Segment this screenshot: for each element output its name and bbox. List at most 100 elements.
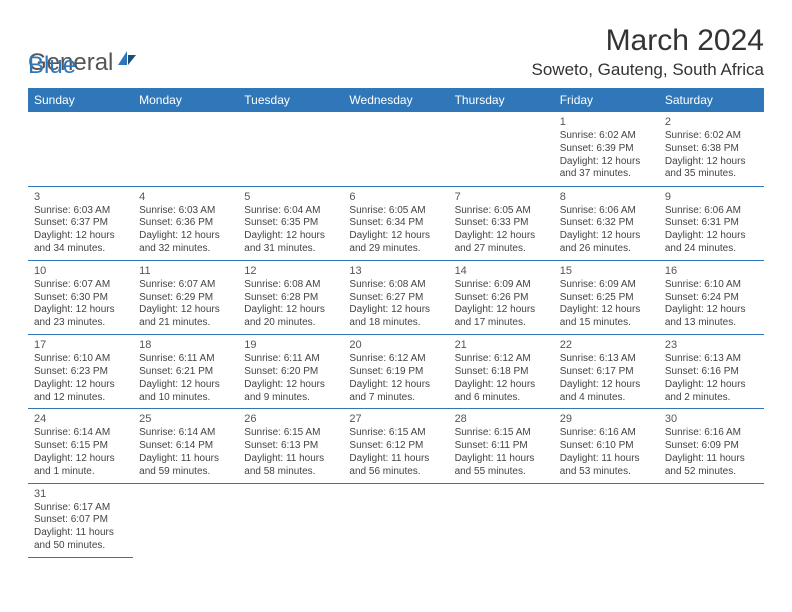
sunrise-line: Sunrise: 6:08 AM bbox=[244, 279, 337, 292]
sunrise-line: Sunrise: 6:15 AM bbox=[455, 427, 548, 440]
calendar-row: 24Sunrise: 6:14 AMSunset: 6:15 PMDayligh… bbox=[28, 409, 764, 483]
sunrise-line: Sunrise: 6:07 AM bbox=[34, 279, 127, 292]
sunset-line: Sunset: 6:30 PM bbox=[34, 292, 127, 305]
day-number: 6 bbox=[349, 190, 442, 204]
daylight-line: Daylight: 12 hours and 31 minutes. bbox=[244, 230, 337, 256]
sunrise-line: Sunrise: 6:03 AM bbox=[139, 205, 232, 218]
sunset-line: Sunset: 6:23 PM bbox=[34, 366, 127, 379]
month-title: March 2024 bbox=[532, 24, 764, 58]
calendar-cell: 21Sunrise: 6:12 AMSunset: 6:18 PMDayligh… bbox=[449, 335, 554, 409]
sunset-line: Sunset: 6:14 PM bbox=[139, 440, 232, 453]
sunrise-line: Sunrise: 6:11 AM bbox=[244, 353, 337, 366]
daylight-line: Daylight: 12 hours and 29 minutes. bbox=[349, 230, 442, 256]
daylight-line: Daylight: 12 hours and 9 minutes. bbox=[244, 379, 337, 405]
calendar-cell: 29Sunrise: 6:16 AMSunset: 6:10 PMDayligh… bbox=[554, 409, 659, 483]
day-number: 30 bbox=[665, 412, 758, 426]
calendar-cell: 14Sunrise: 6:09 AMSunset: 6:26 PMDayligh… bbox=[449, 260, 554, 334]
day-number: 22 bbox=[560, 338, 653, 352]
calendar-cell: 18Sunrise: 6:11 AMSunset: 6:21 PMDayligh… bbox=[133, 335, 238, 409]
calendar-cell: 19Sunrise: 6:11 AMSunset: 6:20 PMDayligh… bbox=[238, 335, 343, 409]
calendar-cell bbox=[28, 112, 133, 186]
calendar-cell: 31Sunrise: 6:17 AMSunset: 6:07 PMDayligh… bbox=[28, 483, 133, 557]
weekday-header: Sunday bbox=[28, 88, 133, 112]
daylight-line: Daylight: 12 hours and 13 minutes. bbox=[665, 304, 758, 330]
calendar-cell: 3Sunrise: 6:03 AMSunset: 6:37 PMDaylight… bbox=[28, 186, 133, 260]
calendar-cell: 16Sunrise: 6:10 AMSunset: 6:24 PMDayligh… bbox=[659, 260, 764, 334]
sunrise-line: Sunrise: 6:07 AM bbox=[139, 279, 232, 292]
calendar-cell: 25Sunrise: 6:14 AMSunset: 6:14 PMDayligh… bbox=[133, 409, 238, 483]
calendar-cell: 12Sunrise: 6:08 AMSunset: 6:28 PMDayligh… bbox=[238, 260, 343, 334]
sunrise-line: Sunrise: 6:06 AM bbox=[665, 205, 758, 218]
daylight-line: Daylight: 12 hours and 23 minutes. bbox=[34, 304, 127, 330]
weekday-header: Friday bbox=[554, 88, 659, 112]
calendar-cell: 13Sunrise: 6:08 AMSunset: 6:27 PMDayligh… bbox=[343, 260, 448, 334]
day-number: 31 bbox=[34, 487, 127, 501]
calendar-cell: 26Sunrise: 6:15 AMSunset: 6:13 PMDayligh… bbox=[238, 409, 343, 483]
sunrise-line: Sunrise: 6:13 AM bbox=[560, 353, 653, 366]
calendar-cell: 2Sunrise: 6:02 AMSunset: 6:38 PMDaylight… bbox=[659, 112, 764, 186]
sunset-line: Sunset: 6:17 PM bbox=[560, 366, 653, 379]
calendar-cell: 11Sunrise: 6:07 AMSunset: 6:29 PMDayligh… bbox=[133, 260, 238, 334]
calendar-cell: 4Sunrise: 6:03 AMSunset: 6:36 PMDaylight… bbox=[133, 186, 238, 260]
calendar-cell: 23Sunrise: 6:13 AMSunset: 6:16 PMDayligh… bbox=[659, 335, 764, 409]
sunrise-line: Sunrise: 6:16 AM bbox=[560, 427, 653, 440]
weekday-header: Thursday bbox=[449, 88, 554, 112]
sunset-line: Sunset: 6:10 PM bbox=[560, 440, 653, 453]
sail-icon bbox=[116, 46, 138, 74]
sunset-line: Sunset: 6:20 PM bbox=[244, 366, 337, 379]
calendar-cell: 15Sunrise: 6:09 AMSunset: 6:25 PMDayligh… bbox=[554, 260, 659, 334]
sunset-line: Sunset: 6:18 PM bbox=[455, 366, 548, 379]
calendar-cell bbox=[449, 483, 554, 557]
calendar-cell bbox=[659, 483, 764, 557]
day-number: 17 bbox=[34, 338, 127, 352]
day-number: 12 bbox=[244, 264, 337, 278]
calendar-cell: 8Sunrise: 6:06 AMSunset: 6:32 PMDaylight… bbox=[554, 186, 659, 260]
sunrise-line: Sunrise: 6:12 AM bbox=[349, 353, 442, 366]
calendar-table: SundayMondayTuesdayWednesdayThursdayFrid… bbox=[28, 88, 764, 558]
daylight-line: Daylight: 11 hours and 52 minutes. bbox=[665, 453, 758, 479]
daylight-line: Daylight: 11 hours and 53 minutes. bbox=[560, 453, 653, 479]
sunset-line: Sunset: 6:12 PM bbox=[349, 440, 442, 453]
daylight-line: Daylight: 12 hours and 10 minutes. bbox=[139, 379, 232, 405]
calendar-cell: 28Sunrise: 6:15 AMSunset: 6:11 PMDayligh… bbox=[449, 409, 554, 483]
calendar-row: 3Sunrise: 6:03 AMSunset: 6:37 PMDaylight… bbox=[28, 186, 764, 260]
calendar-cell: 5Sunrise: 6:04 AMSunset: 6:35 PMDaylight… bbox=[238, 186, 343, 260]
sunset-line: Sunset: 6:07 PM bbox=[34, 514, 127, 527]
sunrise-line: Sunrise: 6:10 AM bbox=[665, 279, 758, 292]
day-number: 19 bbox=[244, 338, 337, 352]
day-number: 2 bbox=[665, 115, 758, 129]
daylight-line: Daylight: 12 hours and 1 minute. bbox=[34, 453, 127, 479]
sunrise-line: Sunrise: 6:08 AM bbox=[349, 279, 442, 292]
calendar-cell: 1Sunrise: 6:02 AMSunset: 6:39 PMDaylight… bbox=[554, 112, 659, 186]
sunrise-line: Sunrise: 6:15 AM bbox=[349, 427, 442, 440]
sunset-line: Sunset: 6:33 PM bbox=[455, 217, 548, 230]
sunrise-line: Sunrise: 6:09 AM bbox=[560, 279, 653, 292]
sunrise-line: Sunrise: 6:15 AM bbox=[244, 427, 337, 440]
day-number: 20 bbox=[349, 338, 442, 352]
sunrise-line: Sunrise: 6:14 AM bbox=[139, 427, 232, 440]
sunrise-line: Sunrise: 6:06 AM bbox=[560, 205, 653, 218]
calendar-row: 17Sunrise: 6:10 AMSunset: 6:23 PMDayligh… bbox=[28, 335, 764, 409]
location: Soweto, Gauteng, South Africa bbox=[532, 60, 764, 80]
sunset-line: Sunset: 6:36 PM bbox=[139, 217, 232, 230]
calendar-cell: 30Sunrise: 6:16 AMSunset: 6:09 PMDayligh… bbox=[659, 409, 764, 483]
day-number: 23 bbox=[665, 338, 758, 352]
day-number: 25 bbox=[139, 412, 232, 426]
daylight-line: Daylight: 12 hours and 27 minutes. bbox=[455, 230, 548, 256]
weekday-header: Tuesday bbox=[238, 88, 343, 112]
daylight-line: Daylight: 12 hours and 32 minutes. bbox=[139, 230, 232, 256]
daylight-line: Daylight: 12 hours and 4 minutes. bbox=[560, 379, 653, 405]
daylight-line: Daylight: 12 hours and 2 minutes. bbox=[665, 379, 758, 405]
day-number: 8 bbox=[560, 190, 653, 204]
day-number: 28 bbox=[455, 412, 548, 426]
calendar-cell bbox=[133, 112, 238, 186]
title-block: March 2024 Soweto, Gauteng, South Africa bbox=[532, 24, 764, 80]
daylight-line: Daylight: 11 hours and 50 minutes. bbox=[34, 527, 127, 553]
day-number: 1 bbox=[560, 115, 653, 129]
sunset-line: Sunset: 6:31 PM bbox=[665, 217, 758, 230]
calendar-cell: 6Sunrise: 6:05 AMSunset: 6:34 PMDaylight… bbox=[343, 186, 448, 260]
calendar-body: 1Sunrise: 6:02 AMSunset: 6:39 PMDaylight… bbox=[28, 112, 764, 557]
sunset-line: Sunset: 6:34 PM bbox=[349, 217, 442, 230]
sunrise-line: Sunrise: 6:11 AM bbox=[139, 353, 232, 366]
sunset-line: Sunset: 6:15 PM bbox=[34, 440, 127, 453]
